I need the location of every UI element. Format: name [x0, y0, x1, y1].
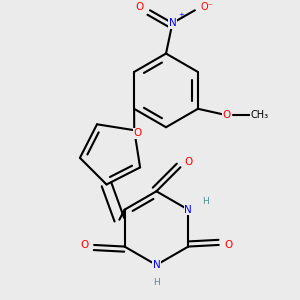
Text: +: +: [178, 12, 184, 18]
Text: O: O: [224, 240, 232, 250]
Text: N: N: [169, 18, 176, 28]
Text: N: N: [152, 260, 160, 270]
Text: O: O: [136, 2, 144, 12]
Text: O: O: [223, 110, 231, 120]
Text: O: O: [184, 158, 193, 167]
Text: N: N: [184, 205, 192, 215]
Text: H: H: [153, 278, 160, 287]
Text: CH₃: CH₃: [251, 110, 269, 120]
Text: O: O: [80, 240, 88, 250]
Text: O⁻: O⁻: [201, 2, 213, 12]
Text: H: H: [202, 197, 209, 206]
Text: O: O: [133, 128, 142, 138]
